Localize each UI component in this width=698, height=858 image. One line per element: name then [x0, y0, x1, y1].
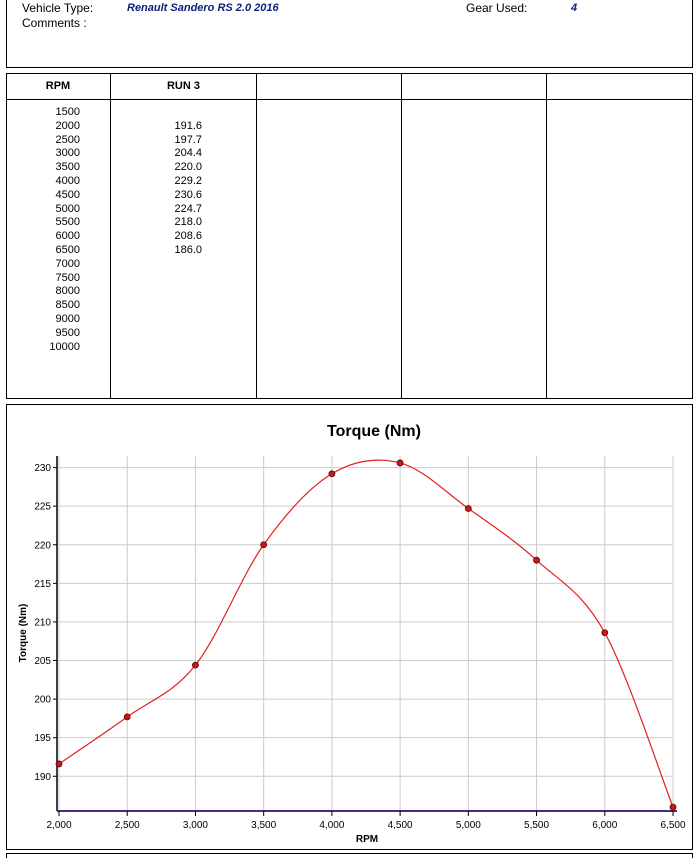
- rpm-cell: 9000: [55, 312, 80, 325]
- y-tick-label: 220: [34, 540, 51, 551]
- y-tick-label: 225: [34, 502, 51, 513]
- data-point: [464, 505, 472, 512]
- run3-cell: 230.6: [174, 188, 202, 201]
- x-tick-label: 5,500: [524, 820, 549, 831]
- run3-cell: 218.0: [174, 216, 202, 229]
- data-point: [55, 760, 63, 768]
- table-header-divider: [6, 99, 693, 100]
- y-tick-label: 230: [34, 463, 51, 474]
- run3-cell: 220.0: [174, 161, 202, 174]
- run3-column: 191.6 197.7 204.4 220.0 229.2 230.6 224.7 218.0…: [150, 106, 202, 354]
- rpm-cell: 8500: [55, 299, 80, 312]
- gear-used-label: Gear Used:: [466, 1, 528, 15]
- data-point: [533, 556, 540, 564]
- rpm-cell: 1500: [55, 106, 80, 118]
- rpm-cell: 7000: [55, 257, 80, 270]
- rpm-cell: 2500: [55, 133, 80, 146]
- x-tick-label: 2,000: [46, 820, 71, 831]
- footer-strip: [6, 853, 693, 858]
- data-table: [6, 73, 693, 399]
- rpm-cell: 5000: [55, 202, 80, 215]
- x-tick-label: 2,500: [115, 820, 140, 831]
- y-tick-label: 205: [34, 656, 51, 667]
- table-col-divider: [546, 73, 547, 399]
- data-point: [260, 541, 268, 549]
- run3-cell: 229.2: [174, 174, 202, 187]
- run3-cell: 204.4: [174, 147, 202, 160]
- gear-used-value: 4: [571, 2, 578, 14]
- rpm-cell: 7500: [55, 271, 80, 284]
- data-point: [123, 713, 131, 721]
- data-point: [192, 661, 199, 669]
- rpm-cell: 3000: [55, 147, 80, 160]
- chart-title: Torque (Nm): [327, 423, 421, 440]
- torque-series-line: [58, 459, 674, 808]
- x-axis-label: RPM: [356, 834, 378, 845]
- data-point: [601, 629, 609, 637]
- table-col-divider: [110, 73, 111, 399]
- run3-cell: 224.7: [174, 202, 202, 215]
- header-panel: [6, 0, 693, 68]
- rpm-cell: 5500: [55, 216, 80, 229]
- y-tick-label: 210: [34, 617, 51, 628]
- y-tick-label: 200: [34, 695, 51, 706]
- data-point: [328, 470, 336, 478]
- run3-cell: 208.6: [174, 230, 202, 243]
- rpm-cell: 6500: [55, 243, 80, 256]
- x-tick-label: 6,000: [592, 820, 617, 831]
- run3-cell: 186.0: [174, 243, 202, 256]
- data-point: [669, 803, 677, 811]
- y-tick-label: 215: [34, 579, 51, 590]
- rpm-cell: 9500: [55, 326, 80, 339]
- data-point: [396, 459, 404, 467]
- run3-cell: 191.6: [174, 119, 202, 132]
- rpm-cell: 4500: [55, 188, 80, 201]
- y-tick-label: 190: [34, 772, 51, 783]
- x-tick-label: 3,500: [251, 820, 276, 831]
- comments-label: Comments :: [22, 16, 87, 30]
- table-header-rpm: RPM: [45, 80, 71, 92]
- vehicle-type-value: Renault Sandero RS 2.0 2016: [127, 2, 279, 14]
- rpm-cell: 6000: [55, 230, 80, 243]
- y-tick-label: 195: [34, 733, 51, 744]
- run3-cell: 197.7: [174, 133, 202, 146]
- x-tick-label: 5,000: [456, 820, 481, 831]
- x-tick-label: 3,000: [183, 820, 208, 831]
- rpm-column: 1500 2000 2500 3000 3500 4000 4500 5000 5500 6000…: [30, 106, 80, 354]
- x-tick-label: 4,000: [319, 820, 344, 831]
- vehicle-type-label: Vehicle Type:: [22, 1, 94, 15]
- table-header-run3: RUN 3: [166, 80, 200, 92]
- rpm-cell: 2000: [55, 119, 80, 132]
- rpm-cell: 8000: [55, 285, 80, 298]
- table-col-divider: [256, 73, 257, 399]
- rpm-cell: 10000: [49, 340, 80, 353]
- x-tick-label: 4,500: [388, 820, 413, 831]
- rpm-cell: 4000: [55, 174, 80, 187]
- y-axis-label: Torque (Nm): [18, 604, 29, 663]
- chart-panel: [6, 404, 693, 850]
- rpm-cell: 3500: [55, 161, 80, 174]
- x-tick-label: 6,500: [660, 820, 685, 831]
- table-col-divider: [401, 73, 402, 399]
